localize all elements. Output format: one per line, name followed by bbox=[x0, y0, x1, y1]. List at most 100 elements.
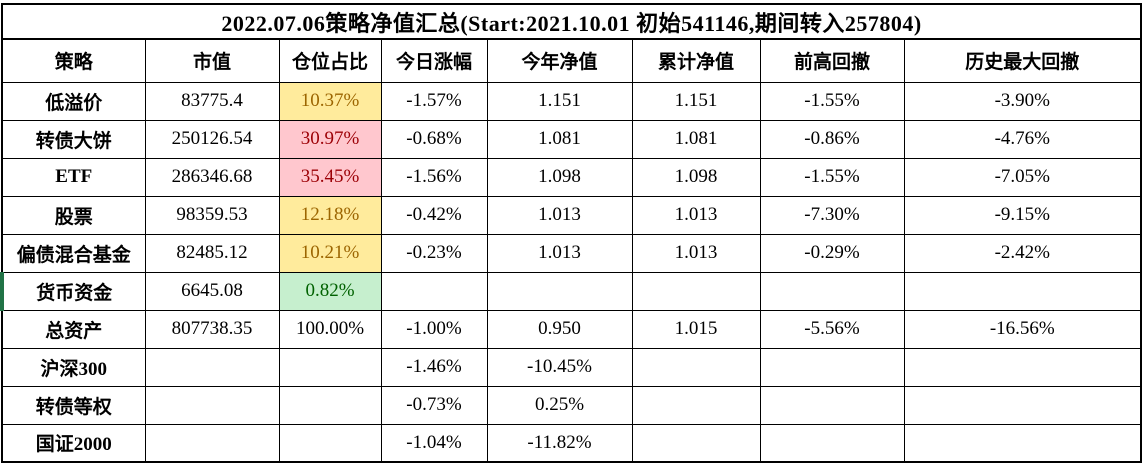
cell-position[interactable] bbox=[278, 423, 382, 463]
cell-ytd-nav[interactable]: 0.950 bbox=[486, 309, 633, 349]
column-header[interactable]: 仓位占比 bbox=[278, 38, 382, 83]
row-label[interactable]: ETF bbox=[1, 157, 146, 197]
cell-drawdown-prev-high[interactable] bbox=[759, 271, 905, 311]
cell-position[interactable]: 100.00% bbox=[278, 309, 382, 349]
cell-cum-nav[interactable]: 1.151 bbox=[631, 81, 761, 121]
cell-cum-nav[interactable] bbox=[631, 271, 761, 311]
cell-today-change[interactable]: -0.68% bbox=[380, 119, 488, 159]
table-row: ETF 286346.68 35.45% -1.56% 1.098 1.098 -1.55%… bbox=[1, 157, 1142, 197]
cell-ytd-nav[interactable]: -10.45% bbox=[486, 347, 633, 387]
row-label[interactable]: 国证2000 bbox=[1, 423, 146, 463]
cell-ytd-nav[interactable]: 1.098 bbox=[486, 157, 633, 197]
cell-today-change[interactable]: -1.00% bbox=[380, 309, 488, 349]
table-row: 沪深300 -1.46% -10.45% bbox=[1, 347, 1142, 387]
cell-today-change[interactable]: -1.46% bbox=[380, 347, 488, 387]
cell-ytd-nav[interactable]: 1.151 bbox=[486, 81, 633, 121]
row-label[interactable]: 股票 bbox=[1, 195, 146, 235]
cell-cum-nav[interactable]: 1.013 bbox=[631, 233, 761, 273]
cell-cum-nav[interactable] bbox=[631, 423, 761, 463]
cell-position[interactable] bbox=[278, 385, 382, 425]
cell-market-value[interactable] bbox=[144, 347, 280, 387]
cell-position[interactable]: 12.18% bbox=[278, 195, 382, 235]
cell-cum-nav[interactable] bbox=[631, 347, 761, 387]
cell-cum-nav[interactable]: 1.013 bbox=[631, 195, 761, 235]
cell-drawdown-prev-high[interactable]: -1.55% bbox=[759, 81, 905, 121]
cell-market-value[interactable]: 286346.68 bbox=[144, 157, 280, 197]
column-header[interactable]: 今日涨幅 bbox=[380, 38, 488, 83]
cell-ytd-nav[interactable] bbox=[486, 271, 633, 311]
cell-today-change[interactable]: -0.23% bbox=[380, 233, 488, 273]
cell-cum-nav[interactable]: 1.098 bbox=[631, 157, 761, 197]
cell-ytd-nav[interactable]: 1.081 bbox=[486, 119, 633, 159]
cell-position[interactable]: 35.45% bbox=[278, 157, 382, 197]
cell-today-change[interactable]: -1.04% bbox=[380, 423, 488, 463]
cell-drawdown-prev-high[interactable]: -0.86% bbox=[759, 119, 905, 159]
cell-market-value[interactable]: 250126.54 bbox=[144, 119, 280, 159]
table-row: 货币资金 6645.08 0.82% bbox=[0, 271, 1142, 311]
column-header[interactable]: 今年净值 bbox=[486, 38, 633, 83]
cell-max-drawdown-hist[interactable] bbox=[903, 347, 1142, 387]
cell-max-drawdown-hist[interactable]: -9.15% bbox=[903, 195, 1142, 235]
cell-today-change[interactable]: -0.73% bbox=[380, 385, 488, 425]
cell-market-value[interactable]: 807738.35 bbox=[144, 309, 280, 349]
cell-position[interactable]: 10.21% bbox=[278, 233, 382, 273]
cell-drawdown-prev-high[interactable]: -5.56% bbox=[759, 309, 905, 349]
cell-market-value[interactable]: 83775.4 bbox=[144, 81, 280, 121]
cell-market-value[interactable]: 82485.12 bbox=[144, 233, 280, 273]
cell-ytd-nav[interactable]: -11.82% bbox=[486, 423, 633, 463]
cell-drawdown-prev-high[interactable]: -0.29% bbox=[759, 233, 905, 273]
cell-max-drawdown-hist[interactable]: -4.76% bbox=[903, 119, 1142, 159]
table-row: 低溢价 83775.4 10.37% -1.57% 1.151 1.151 -1.55% -3… bbox=[1, 81, 1142, 121]
cell-drawdown-prev-high[interactable] bbox=[759, 347, 905, 387]
cell-ytd-nav[interactable]: 1.013 bbox=[486, 195, 633, 235]
column-header[interactable]: 策略 bbox=[1, 38, 146, 83]
header-row: 策略 市值 仓位占比 今日涨幅 今年净值 累计净值 前高回撤 历史最大回撤 bbox=[1, 38, 1142, 83]
cell-today-change[interactable] bbox=[380, 271, 488, 311]
cell-today-change[interactable]: -1.57% bbox=[380, 81, 488, 121]
cell-drawdown-prev-high[interactable]: -1.55% bbox=[759, 157, 905, 197]
row-label[interactable]: 低溢价 bbox=[1, 81, 146, 121]
cell-market-value[interactable] bbox=[144, 385, 280, 425]
row-label[interactable]: 总资产 bbox=[1, 309, 146, 349]
cell-today-change[interactable]: -0.42% bbox=[380, 195, 488, 235]
row-label[interactable]: 转债等权 bbox=[1, 385, 146, 425]
page-title[interactable]: 2022.07.06策略净值汇总(Start:2021.10.01 初始5411… bbox=[1, 3, 1142, 40]
cell-position[interactable]: 10.37% bbox=[278, 81, 382, 121]
cell-max-drawdown-hist[interactable]: -7.05% bbox=[903, 157, 1142, 197]
column-header[interactable]: 市值 bbox=[144, 38, 280, 83]
cell-cum-nav[interactable] bbox=[631, 385, 761, 425]
strategy-nav-table: 2022.07.06策略净值汇总(Start:2021.10.01 初始5411… bbox=[0, 3, 1142, 463]
cell-ytd-nav[interactable]: 1.013 bbox=[486, 233, 633, 273]
cell-drawdown-prev-high[interactable] bbox=[759, 423, 905, 463]
cell-position[interactable]: 0.82% bbox=[278, 271, 382, 311]
cell-cum-nav[interactable]: 1.081 bbox=[631, 119, 761, 159]
column-header[interactable]: 前高回撤 bbox=[759, 38, 905, 83]
cell-max-drawdown-hist[interactable] bbox=[903, 385, 1142, 425]
column-header[interactable]: 累计净值 bbox=[631, 38, 761, 83]
cell-drawdown-prev-high[interactable]: -7.30% bbox=[759, 195, 905, 235]
table-row: 股票 98359.53 12.18% -0.42% 1.013 1.013 -7.30% -9… bbox=[1, 195, 1142, 235]
table-row: 国证2000 -1.04% -11.82% bbox=[1, 423, 1142, 463]
cell-market-value[interactable] bbox=[144, 423, 280, 463]
row-label[interactable]: 货币资金 bbox=[0, 271, 146, 311]
row-label[interactable]: 转债大饼 bbox=[1, 119, 146, 159]
cell-position[interactable]: 30.97% bbox=[278, 119, 382, 159]
column-header[interactable]: 历史最大回撤 bbox=[903, 38, 1142, 83]
cell-market-value[interactable]: 6645.08 bbox=[144, 271, 280, 311]
cell-max-drawdown-hist[interactable]: -16.56% bbox=[903, 309, 1142, 349]
cell-max-drawdown-hist[interactable] bbox=[903, 271, 1142, 311]
cell-position[interactable] bbox=[278, 347, 382, 387]
title-row: 2022.07.06策略净值汇总(Start:2021.10.01 初始5411… bbox=[1, 3, 1142, 40]
row-label[interactable]: 偏债混合基金 bbox=[1, 233, 146, 273]
cell-max-drawdown-hist[interactable] bbox=[903, 423, 1142, 463]
cell-drawdown-prev-high[interactable] bbox=[759, 385, 905, 425]
table-row: 转债等权 -0.73% 0.25% bbox=[1, 385, 1142, 425]
cell-today-change[interactable]: -1.56% bbox=[380, 157, 488, 197]
cell-market-value[interactable]: 98359.53 bbox=[144, 195, 280, 235]
cell-ytd-nav[interactable]: 0.25% bbox=[486, 385, 633, 425]
cell-cum-nav[interactable]: 1.015 bbox=[631, 309, 761, 349]
cell-max-drawdown-hist[interactable]: -2.42% bbox=[903, 233, 1142, 273]
cell-max-drawdown-hist[interactable]: -3.90% bbox=[903, 81, 1142, 121]
row-label[interactable]: 沪深300 bbox=[1, 347, 146, 387]
